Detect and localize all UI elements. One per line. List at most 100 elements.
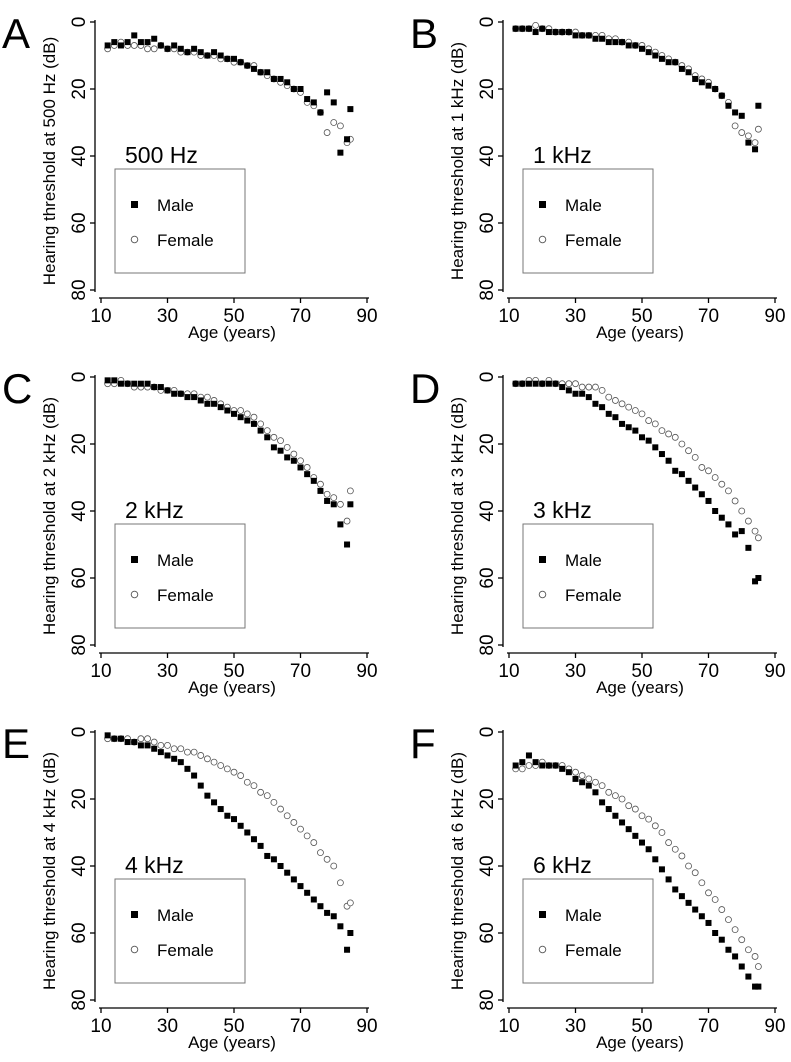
data-point-male xyxy=(678,893,685,900)
data-point-female xyxy=(578,772,586,779)
data-point-male xyxy=(579,32,586,39)
data-point-female xyxy=(618,795,626,803)
data-point-male xyxy=(718,514,725,521)
data-point-male xyxy=(347,930,354,936)
data-point-male xyxy=(599,404,606,411)
data-point-female xyxy=(310,839,318,846)
data-point-male xyxy=(237,822,244,829)
data-point-female xyxy=(731,122,739,130)
panel-letter: A xyxy=(2,10,30,57)
data-point-male xyxy=(592,35,599,42)
data-point-male xyxy=(692,484,699,491)
data-point-female xyxy=(243,410,251,418)
data-point-female xyxy=(323,855,331,863)
data-point-male xyxy=(738,528,745,535)
data-point-male xyxy=(705,497,712,504)
data-point-female xyxy=(745,517,752,525)
series-female xyxy=(104,38,354,147)
data-point-male xyxy=(104,732,111,739)
data-point-male xyxy=(718,92,725,99)
data-point-male xyxy=(665,876,672,883)
data-point-male xyxy=(745,139,752,146)
y-tick-label: 0 xyxy=(69,17,90,28)
x-tick-label: 10 xyxy=(90,1016,111,1037)
legend: Male Female xyxy=(522,168,654,274)
x-tick-label: 90 xyxy=(764,661,785,682)
legend-box xyxy=(114,523,246,629)
data-point-male xyxy=(137,39,144,46)
data-point-male xyxy=(665,59,672,66)
data-point-female xyxy=(237,772,245,779)
legend: Male Female xyxy=(114,523,246,629)
data-point-male xyxy=(197,397,204,404)
data-point-female xyxy=(718,906,726,913)
data-point-male xyxy=(171,42,178,49)
x-tick-label: 70 xyxy=(290,661,311,682)
data-point-female xyxy=(177,745,185,753)
data-point-male xyxy=(290,876,297,883)
data-point-male xyxy=(755,983,762,990)
data-point-male xyxy=(297,883,304,890)
legend-male-marker xyxy=(539,201,546,208)
data-point-male xyxy=(525,25,532,32)
data-point-male xyxy=(337,521,344,528)
x-tick-label: 10 xyxy=(90,306,111,327)
data-point-male xyxy=(177,759,184,766)
data-point-male xyxy=(672,886,679,893)
data-point-male xyxy=(184,394,191,401)
data-point-female xyxy=(572,768,579,776)
data-point-male xyxy=(632,42,639,49)
x-tick-label: 10 xyxy=(498,1016,519,1037)
data-point-female xyxy=(671,845,679,853)
frequency-label: 6 kHz xyxy=(533,852,592,878)
data-point-female xyxy=(685,447,692,455)
series-female xyxy=(104,735,354,910)
data-point-male xyxy=(605,806,612,813)
data-point-male xyxy=(545,380,552,387)
y-axis-title: Hearing threshold at 6 kHz (dB) xyxy=(448,752,467,990)
data-point-male xyxy=(755,102,762,109)
data-point-female xyxy=(678,440,686,448)
data-point-female xyxy=(190,748,198,756)
data-point-male xyxy=(104,42,111,49)
data-point-male xyxy=(284,79,291,86)
data-point-male xyxy=(652,856,659,863)
data-point-female xyxy=(754,534,762,542)
data-point-male xyxy=(525,380,532,387)
data-point-male xyxy=(111,39,118,46)
data-point-male xyxy=(645,846,652,853)
data-point-male xyxy=(144,742,151,749)
series-male xyxy=(104,32,354,156)
data-point-female xyxy=(592,778,599,786)
y-axis-title: Hearing threshold at 4 kHz (dB) xyxy=(40,752,59,990)
data-point-male xyxy=(131,739,138,746)
data-point-male xyxy=(545,762,552,769)
data-point-male xyxy=(712,86,719,92)
data-point-male xyxy=(337,149,344,156)
data-point-male xyxy=(237,414,244,421)
x-axis-title: Age (years) xyxy=(188,1033,276,1052)
y-tick-label: 60 xyxy=(477,212,498,233)
data-point-female xyxy=(754,963,762,970)
y-tick-label: 40 xyxy=(477,500,498,521)
data-point-male xyxy=(344,541,351,548)
y-tick-label: 20 xyxy=(477,433,498,454)
data-point-male xyxy=(224,407,231,414)
data-point-male xyxy=(725,946,732,953)
data-point-male xyxy=(698,913,705,920)
data-point-male xyxy=(585,782,592,789)
legend-box xyxy=(522,523,654,629)
data-point-female xyxy=(698,464,706,471)
data-point-female xyxy=(336,500,344,508)
data-point-male xyxy=(605,410,612,417)
legend-female-label: Female xyxy=(565,231,622,250)
data-point-female xyxy=(658,427,666,435)
y-tick-label: 80 xyxy=(69,989,90,1010)
data-point-female xyxy=(751,527,759,535)
data-point-male xyxy=(705,919,712,926)
data-point-female xyxy=(731,926,739,934)
data-point-male xyxy=(665,457,672,464)
data-point-female xyxy=(585,775,593,783)
